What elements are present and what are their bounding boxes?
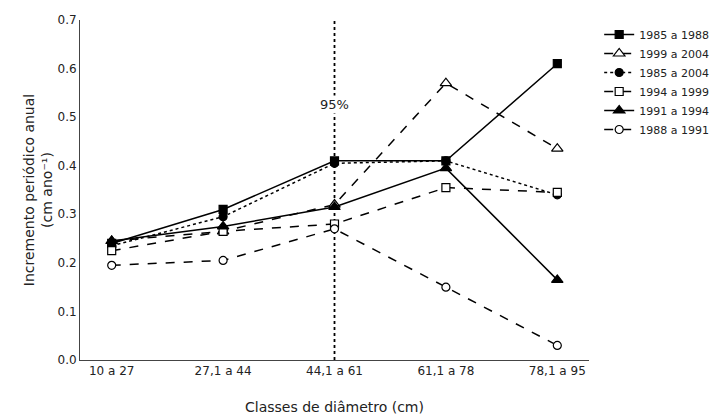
svg-text:0.1: 0.1 — [58, 305, 77, 319]
svg-text:1985 a 2004: 1985 a 2004 — [639, 67, 709, 80]
svg-text:44,1 a 61: 44,1 a 61 — [306, 364, 363, 378]
svg-text:Incremento periódico anual(cm: Incremento periódico anual(cm ano⁻¹) — [21, 94, 55, 286]
svg-text:27,1 a 44: 27,1 a 44 — [195, 364, 252, 378]
svg-text:Classes de diâmetro (cm): Classes de diâmetro (cm) — [245, 399, 424, 415]
svg-text:0.3: 0.3 — [58, 207, 77, 221]
svg-text:0.7: 0.7 — [58, 13, 77, 27]
svg-text:1988 a 1991: 1988 a 1991 — [639, 124, 709, 137]
svg-text:10 a 27: 10 a 27 — [89, 364, 135, 378]
svg-text:1985 a 1988: 1985 a 1988 — [639, 29, 709, 42]
svg-text:1994 a 1999: 1994 a 1999 — [639, 86, 709, 99]
svg-text:0.5: 0.5 — [58, 110, 77, 124]
svg-text:78,1 a 95: 78,1 a 95 — [529, 364, 586, 378]
svg-text:1991 a 1994: 1991 a 1994 — [639, 105, 709, 118]
svg-text:0.0: 0.0 — [58, 353, 77, 367]
svg-text:95%: 95% — [320, 97, 349, 112]
svg-text:61,1 a 78: 61,1 a 78 — [417, 364, 474, 378]
svg-text:0.4: 0.4 — [58, 159, 77, 173]
svg-text:1999 a 2004: 1999 a 2004 — [639, 48, 709, 61]
svg-text:0.2: 0.2 — [58, 256, 77, 270]
svg-text:0.6: 0.6 — [58, 62, 77, 76]
